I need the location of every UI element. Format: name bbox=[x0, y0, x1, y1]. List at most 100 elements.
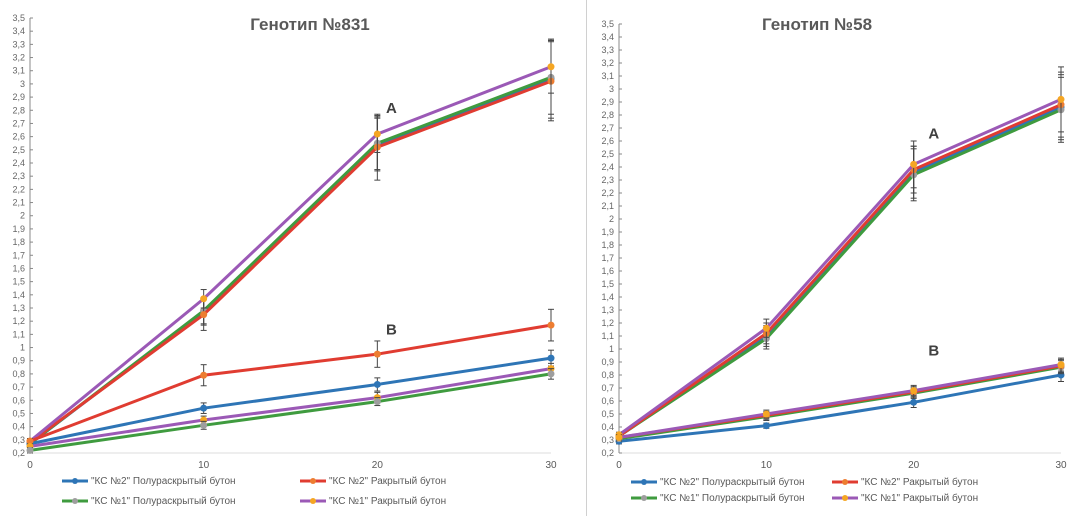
series-line-A bbox=[29, 79, 552, 444]
y-tick-label: 2,6 bbox=[601, 136, 614, 146]
chart-title: Генотип №58 bbox=[762, 15, 872, 34]
y-tick-label: 1,4 bbox=[12, 290, 25, 300]
series-line-A bbox=[618, 103, 1062, 438]
y-tick-label: 1,4 bbox=[601, 292, 614, 302]
y-tick-label: 3,5 bbox=[601, 19, 614, 29]
y-tick-label: 0,3 bbox=[12, 435, 25, 445]
y-tick-label: 1,7 bbox=[601, 253, 614, 263]
y-tick-label: 0,9 bbox=[12, 356, 25, 366]
y-tick-label: 1,2 bbox=[12, 316, 25, 326]
y-tick-label: 1 bbox=[20, 343, 25, 353]
legend-marker bbox=[842, 479, 848, 485]
y-tick-label: 0,5 bbox=[601, 409, 614, 419]
y-tick-label: 1,1 bbox=[601, 331, 614, 341]
chart-genotype-831: Генотип №831 0,2 0,3 0,4 0,5 0,6 0,7 0,8 0,9 1 1,1… bbox=[12, 13, 557, 507]
data-point bbox=[200, 371, 208, 379]
y-tick-label: 1,9 bbox=[12, 224, 25, 234]
series-line-A bbox=[618, 108, 1062, 438]
y-tick-label: 0,8 bbox=[601, 370, 614, 380]
data-point bbox=[547, 321, 555, 329]
legend-label: "КС №1" Ракрытый бутон bbox=[329, 495, 446, 507]
series-line-B bbox=[29, 372, 552, 452]
y-tick-label: 0,2 bbox=[12, 448, 25, 458]
chart-genotype-58: Генотип №58 0,2 0,3 0,4 0,5 0,6 0,7 0,8 0,9 1 1,1 1… bbox=[601, 15, 1067, 504]
series-line-A bbox=[618, 98, 1062, 437]
legend-label: "КС №2" Ракрытый бутон bbox=[861, 476, 978, 488]
data-point bbox=[762, 422, 770, 430]
legend-label: "КС №2" Ракрытый бутон bbox=[329, 475, 446, 487]
y-tick-label: 2,2 bbox=[12, 184, 25, 194]
y-tick-label: 2,9 bbox=[601, 97, 614, 107]
y-tick-label: 1,7 bbox=[12, 250, 25, 260]
y-tick-label: 1,2 bbox=[601, 318, 614, 328]
data-point bbox=[373, 130, 381, 138]
y-tick-label: 2,5 bbox=[601, 149, 614, 159]
y-tick-label: 3,4 bbox=[601, 32, 614, 42]
y-tick-label: 3,3 bbox=[12, 39, 25, 49]
y-tick-label: 3,2 bbox=[601, 58, 614, 68]
data-point bbox=[547, 63, 555, 71]
y-tick-label: 2,1 bbox=[12, 198, 25, 208]
data-point bbox=[1057, 95, 1065, 103]
series-line-A bbox=[29, 77, 552, 445]
data-point bbox=[200, 404, 208, 412]
legend-label: "КС №2" Полураскрытый бутон bbox=[660, 476, 805, 488]
data-point bbox=[373, 350, 381, 358]
y-tick-label: 1,6 bbox=[12, 263, 25, 273]
y-tick-label: 2,7 bbox=[601, 123, 614, 133]
data-point bbox=[200, 295, 208, 303]
annotation-A: A bbox=[928, 125, 939, 142]
legend-marker bbox=[72, 478, 78, 484]
y-tick-label: 1,3 bbox=[601, 305, 614, 315]
y-tick-label: 1,6 bbox=[601, 266, 614, 276]
y-tick-label: 1,8 bbox=[12, 237, 25, 247]
y-tick-label: 2,7 bbox=[12, 118, 25, 128]
data-point bbox=[26, 437, 34, 445]
series-line-A bbox=[29, 65, 552, 443]
data-point bbox=[547, 370, 555, 378]
y-tick-label: 2,9 bbox=[12, 92, 25, 102]
data-point bbox=[547, 354, 555, 362]
y-tick-label: 2,8 bbox=[601, 110, 614, 120]
x-tick-label: 20 bbox=[372, 460, 384, 471]
series-line-B bbox=[29, 356, 552, 446]
series-line-B bbox=[29, 323, 552, 443]
data-point bbox=[910, 160, 918, 168]
data-point bbox=[615, 433, 623, 441]
y-tick-label: 1,1 bbox=[12, 329, 25, 339]
y-tick-label: 0,4 bbox=[12, 422, 25, 432]
y-tick-label: 3,2 bbox=[12, 53, 25, 63]
y-tick-label: 2,1 bbox=[601, 201, 614, 211]
y-tick-label: 1,8 bbox=[601, 240, 614, 250]
y-tick-label: 0,3 bbox=[601, 435, 614, 445]
y-tick-label: 1,3 bbox=[12, 303, 25, 313]
y-tick-label: 0,7 bbox=[12, 382, 25, 392]
data-point bbox=[910, 398, 918, 406]
data-point bbox=[200, 311, 208, 319]
data-point bbox=[910, 387, 918, 395]
divider bbox=[586, 0, 587, 516]
legend-marker bbox=[72, 498, 78, 504]
x-tick-label: 0 bbox=[27, 460, 33, 471]
legend-marker bbox=[310, 478, 316, 484]
x-tick-label: 30 bbox=[545, 460, 557, 471]
series-line-B bbox=[618, 363, 1062, 439]
data-point bbox=[762, 410, 770, 418]
y-tick-label: 0,5 bbox=[12, 408, 25, 418]
chart-title: Генотип №831 bbox=[250, 15, 370, 34]
data-point bbox=[373, 398, 381, 406]
y-tick-label: 2,3 bbox=[12, 171, 25, 181]
y-tick-label: 0,2 bbox=[601, 448, 614, 458]
legend-marker bbox=[641, 479, 647, 485]
legend-marker bbox=[310, 498, 316, 504]
y-tick-label: 0,6 bbox=[12, 395, 25, 405]
data-point bbox=[762, 324, 770, 332]
y-tick-label: 3,5 bbox=[12, 13, 25, 23]
y-tick-label: 2 bbox=[609, 214, 614, 224]
y-tick-label: 0,6 bbox=[601, 396, 614, 406]
y-tick-label: 0,9 bbox=[601, 357, 614, 367]
y-tick-label: 3 bbox=[20, 79, 25, 89]
y-tick-label: 3,1 bbox=[601, 71, 614, 81]
y-tick-label: 2,8 bbox=[12, 105, 25, 115]
x-tick-label: 0 bbox=[616, 460, 622, 471]
